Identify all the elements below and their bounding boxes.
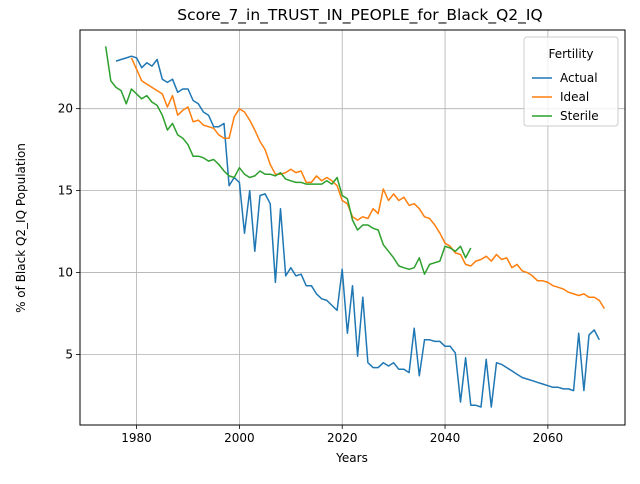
series-line-sterile xyxy=(104,46,472,275)
y-tick-label: 5 xyxy=(65,348,73,362)
x-tick-label: 2000 xyxy=(224,431,255,445)
legend-box xyxy=(523,36,619,127)
x-tick-label: 2040 xyxy=(430,431,461,445)
y-tick-label: 15 xyxy=(58,184,73,198)
y-axis-label: % of Black Q2_IQ Population xyxy=(14,143,28,313)
y-axis: 5 10 15 20 xyxy=(58,102,80,362)
x-axis: 1980 2000 2020 2040 2060 xyxy=(121,425,563,445)
series-lines xyxy=(104,46,606,408)
grid-lines xyxy=(80,30,625,425)
legend-label-sterile: Sterile xyxy=(560,109,599,123)
y-tick-label: 10 xyxy=(58,266,73,280)
series-line-ideal xyxy=(130,57,606,309)
legend-label-ideal: Ideal xyxy=(560,90,589,104)
x-tick-label: 2020 xyxy=(327,431,358,445)
legend: Fertility Actual Ideal Sterile xyxy=(523,36,619,127)
x-tick-label: 2060 xyxy=(533,431,564,445)
legend-title: Fertility xyxy=(548,47,593,61)
x-tick-label: 1980 xyxy=(121,431,152,445)
legend-label-actual: Actual xyxy=(560,71,598,85)
y-tick-label: 20 xyxy=(58,102,73,116)
x-axis-label: Years xyxy=(335,451,368,465)
plot-frame xyxy=(79,29,626,426)
chart-title: Score_7_in_TRUST_IN_PEOPLE_for_Black_Q2_… xyxy=(177,6,542,25)
series-line-actual xyxy=(115,55,600,408)
